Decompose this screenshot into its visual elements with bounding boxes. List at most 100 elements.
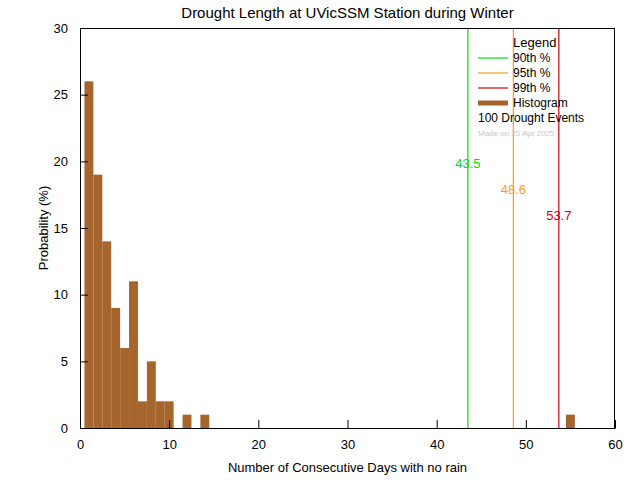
histogram-bar [397, 428, 406, 429]
histogram-bar [361, 428, 370, 429]
histogram-bar [272, 428, 281, 429]
histogram-bar [370, 428, 379, 429]
chart: 0 10 20 30 40 50 60 0 5 10 15 20 25 30 Drought Length … [0, 0, 640, 480]
events-label: 100 Drought Events [478, 111, 584, 125]
histogram-bar [414, 428, 423, 429]
tick-mark [169, 420, 170, 428]
histogram-bar [245, 428, 254, 429]
histogram-bar [486, 428, 495, 429]
background [0, 0, 640, 480]
tick-mark [80, 428, 88, 429]
legend-label: 90th % [513, 51, 551, 65]
legend: Legend90th %95th %99th %Histogram100 Dro… [478, 35, 584, 138]
histogram-bar [388, 428, 397, 429]
tick-label: 50 [519, 437, 533, 452]
tick: 20 [54, 154, 88, 169]
histogram-bar [352, 428, 361, 429]
histogram-bar [102, 241, 111, 428]
tick-mark [80, 95, 88, 96]
histogram-bar [459, 428, 468, 429]
histogram-bar [183, 415, 192, 428]
x-axis: 0102030405060 [77, 420, 623, 452]
histogram-bar [325, 428, 334, 429]
tick-label: 10 [54, 287, 68, 302]
tick-label: 0 [61, 421, 68, 436]
made-on-note: Made on 25 Apr 2025 [478, 129, 555, 138]
histogram-bar [263, 428, 272, 429]
percentile-line [558, 28, 559, 428]
histogram-bar [200, 415, 209, 428]
percentile-label: 48.6 [501, 182, 526, 197]
percentile-line [467, 28, 468, 428]
histogram-bar [566, 415, 575, 428]
legend-label: 99th % [513, 81, 551, 95]
histogram-bar [539, 428, 548, 429]
tick: 5 [61, 354, 88, 369]
tick: 10 [54, 287, 88, 302]
tick-mark [80, 361, 88, 362]
tick-label: 60 [608, 437, 622, 452]
tick: 30 [341, 420, 355, 452]
legend-swatch [478, 57, 508, 58]
histogram-bar [298, 428, 307, 429]
histogram-bar [236, 428, 245, 429]
histogram-bar [548, 428, 557, 429]
tick: 50 [519, 420, 533, 452]
percentile-label: 43.5 [455, 156, 480, 171]
tick: 0 [61, 421, 88, 436]
histogram-bar [477, 428, 486, 429]
frame [80, 28, 615, 29]
histogram-bar [468, 428, 477, 429]
histogram-bar [191, 428, 200, 429]
histogram-bar [147, 361, 156, 428]
histogram-bar [138, 401, 147, 428]
tick-mark [437, 420, 438, 428]
histogram-bar [129, 281, 138, 428]
frame [614, 28, 615, 428]
legend-label: Histogram [513, 96, 568, 110]
histogram-bar [254, 428, 263, 429]
plot-area [84, 28, 574, 428]
tick-label: 5 [61, 354, 68, 369]
tick-label: 10 [162, 437, 176, 452]
title: Drought Length at UVicSSM Station during… [181, 4, 513, 21]
y-axis-title: Probability (%) [36, 186, 51, 271]
tick: 60 [608, 420, 622, 452]
tick-label: 30 [54, 21, 68, 36]
histogram-bar [441, 428, 450, 429]
percentile-label: 53.7 [546, 208, 571, 223]
tick-label: 40 [430, 437, 444, 452]
histogram-bar [504, 428, 513, 429]
tick: 15 [54, 221, 88, 236]
x-axis-title: Number of Consecutive Days with no rain [228, 460, 467, 475]
tick-mark [348, 420, 349, 428]
histogram-bar [111, 308, 120, 428]
histogram-bar [209, 428, 218, 429]
axis-line [81, 428, 616, 429]
histogram-bar [156, 401, 165, 428]
histogram-bar [423, 428, 432, 429]
tick-label: 25 [54, 87, 68, 102]
histogram-bar [165, 401, 174, 428]
histogram-bar [290, 428, 299, 429]
tick: 40 [430, 420, 444, 452]
tick-label: 15 [54, 221, 68, 236]
tick-mark [80, 228, 88, 229]
histogram-bar [281, 428, 290, 429]
legend-label: 95th % [513, 66, 551, 80]
histogram-bar [174, 428, 183, 429]
tick-label: 20 [252, 437, 266, 452]
legend-swatch [478, 87, 508, 88]
histogram-bar [93, 175, 102, 428]
tick: 10 [162, 420, 176, 452]
histogram-bar [495, 428, 504, 429]
histogram-bar [334, 428, 343, 429]
y-axis: 0 5 10 15 20 25 30 [54, 21, 88, 436]
tick-label: 20 [54, 154, 68, 169]
tick-mark [80, 161, 88, 162]
tick-mark [526, 420, 527, 428]
tick: 25 [54, 87, 88, 102]
histogram-bar [316, 428, 325, 429]
histogram-bar [450, 428, 459, 429]
legend-swatch [478, 101, 508, 106]
